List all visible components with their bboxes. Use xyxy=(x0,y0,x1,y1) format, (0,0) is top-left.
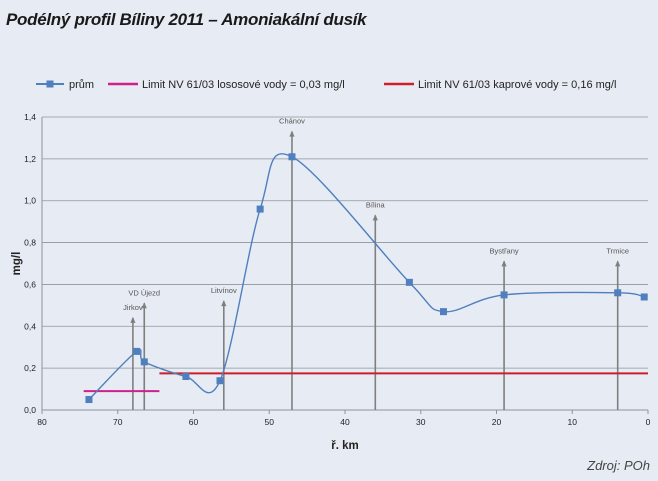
y-tick-label: 0,4 xyxy=(24,321,36,331)
source-note: Zdroj: POh xyxy=(587,458,650,473)
annotations: Jirkov VD Újezd Litvínov Chánov Bílina Bystřa… xyxy=(123,117,629,410)
x-tick-label: 10 xyxy=(568,417,578,427)
station-label: Jirkov xyxy=(123,303,143,312)
station-arrowhead xyxy=(289,130,295,137)
legend-label: Limit NV 61/03 kaprové vody = 0,16 mg/l xyxy=(418,79,616,91)
data-point xyxy=(133,347,141,355)
station-arrowhead xyxy=(221,300,227,307)
y-tick-label: 0,8 xyxy=(24,238,36,248)
legend-label: Limit NV 61/03 lososové vody = 0,03 mg/l xyxy=(142,79,345,91)
station-label: VD Újezd xyxy=(128,288,160,297)
data-point xyxy=(85,396,93,404)
y-tick-label: 1,2 xyxy=(24,154,36,164)
data-point xyxy=(288,153,296,161)
station-label: Bystřany xyxy=(489,246,518,255)
x-tick-label: 0 xyxy=(646,417,651,427)
series xyxy=(85,153,648,404)
data-point xyxy=(182,373,190,381)
station-label: Chánov xyxy=(279,117,305,126)
x-tick-label: 20 xyxy=(492,417,502,427)
data-point xyxy=(500,291,508,299)
data-point xyxy=(640,293,648,301)
y-tick-label: 0,0 xyxy=(24,405,36,415)
legend: prům Limit NV 61/03 lososové vody = 0,03 … xyxy=(36,79,616,91)
station-label: Litvínov xyxy=(211,286,237,295)
data-point xyxy=(256,205,264,213)
x-tick-label: 60 xyxy=(189,417,199,427)
series-line xyxy=(88,153,645,401)
x-tick-label: 70 xyxy=(113,417,123,427)
station-arrowhead xyxy=(615,260,621,267)
y-tick-label: 1,0 xyxy=(24,196,36,206)
y-axis-title: mg/l xyxy=(11,252,23,276)
y-tick-label: 1,4 xyxy=(24,112,36,122)
data-point xyxy=(140,358,148,366)
x-tick-label: 50 xyxy=(265,417,275,427)
legend-label: prům xyxy=(69,79,94,91)
limit-lines xyxy=(83,372,648,393)
station-arrowhead xyxy=(372,214,378,221)
station-arrowhead xyxy=(141,302,147,309)
data-point xyxy=(614,289,622,297)
x-tick-label: 40 xyxy=(340,417,350,427)
data-point xyxy=(405,278,413,286)
station-arrowhead xyxy=(130,316,136,323)
data-point xyxy=(216,377,224,385)
station-arrowhead xyxy=(501,260,507,267)
chart-title: Podélný profil Bíliny 2011 – Amoniakální… xyxy=(6,10,367,29)
axes: 0,0 0,2 0,4 0,6 0,8 1,0 1,2 1,4 80 70 60 50 40 30 20 10… xyxy=(11,112,651,452)
data-point xyxy=(439,308,447,316)
station-label: Bílina xyxy=(366,200,386,209)
station-label: Trmice xyxy=(606,246,629,255)
y-tick-label: 0,6 xyxy=(24,279,36,289)
legend-swatch-marker xyxy=(46,80,54,88)
x-axis-title: ř. km xyxy=(331,440,359,452)
x-tick-label: 30 xyxy=(416,417,426,427)
y-tick-label: 0,2 xyxy=(24,363,36,373)
x-tick-label: 80 xyxy=(37,417,47,427)
